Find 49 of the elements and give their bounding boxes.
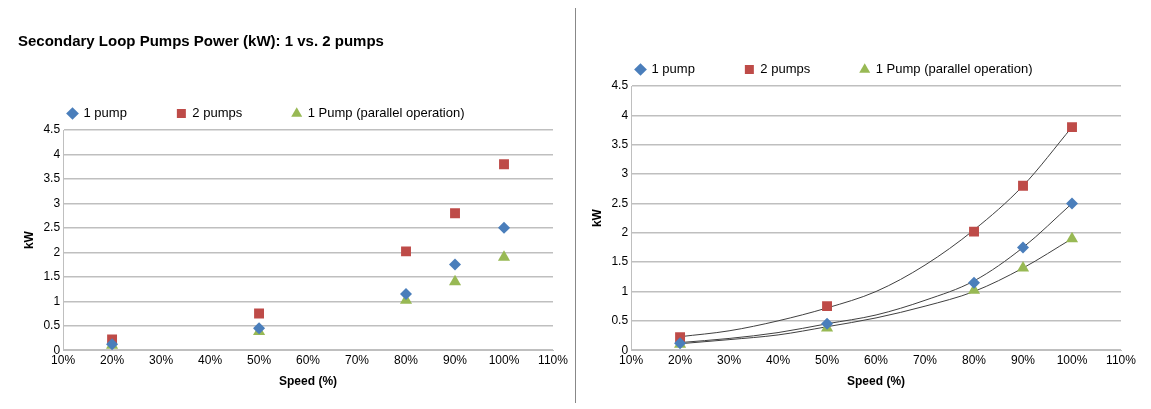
x-tick-label: 80%	[394, 352, 419, 367]
x-tick-label: 60%	[864, 352, 889, 367]
y-tick-label: 2	[621, 225, 629, 240]
y-tick-label: 0.5	[43, 318, 61, 333]
legend-label: 1 pump	[651, 61, 695, 77]
x-tick-label: 60%	[296, 352, 321, 367]
x-axis-title: Speed (%)	[279, 374, 338, 389]
x-tick-label: 70%	[345, 352, 370, 367]
x-tick-label: 90%	[1011, 352, 1036, 367]
y-tick-label: 4.5	[611, 78, 629, 93]
chart-title: Secondary Loop Pumps Power (kW): 1 vs. 2 pumps	[18, 32, 384, 50]
x-tick-label: 110%	[538, 352, 569, 367]
x-axis-title: Speed (%)	[847, 374, 906, 389]
x-tick-label: 110%	[1106, 352, 1137, 367]
x-tick-label: 20%	[100, 352, 125, 367]
legend-label: 2 pumps	[760, 61, 811, 77]
legend-label: 1 Pump (parallel operation)	[307, 105, 465, 121]
y-tick-label: 3	[53, 195, 61, 210]
y-tick-label: 4	[53, 146, 61, 161]
x-tick-label: 40%	[766, 352, 791, 367]
x-tick-label: 100%	[1056, 352, 1088, 367]
y-tick-label: 2	[53, 244, 61, 259]
legend-label: 2 pumps	[192, 105, 243, 121]
x-tick-label: 30%	[717, 352, 742, 367]
x-tick-label: 50%	[815, 352, 840, 367]
y-tick-label: 1	[621, 283, 629, 298]
y-tick-label: 2.5	[611, 195, 629, 210]
y-tick-label: 4	[621, 107, 629, 122]
x-tick-label: 70%	[913, 352, 938, 367]
legend-label: 1 pump	[83, 105, 127, 121]
y-tick-label: 1.5	[43, 269, 61, 284]
x-tick-label: 50%	[247, 352, 272, 367]
x-tick-label: 90%	[443, 352, 468, 367]
x-tick-label: 100%	[488, 352, 520, 367]
legend-label: 1 Pump (parallel operation)	[875, 61, 1033, 77]
y-tick-label: 1.5	[611, 254, 629, 269]
y-axis-title: kW	[589, 208, 604, 228]
x-tick-label: 20%	[668, 352, 693, 367]
y-tick-label: 4.5	[43, 122, 61, 137]
x-tick-label: 40%	[198, 352, 223, 367]
y-axis-title: kW	[21, 230, 36, 250]
y-tick-label: 0.5	[611, 313, 629, 328]
y-tick-label: 3.5	[43, 171, 61, 186]
x-tick-label: 30%	[149, 352, 174, 367]
y-tick-label: 3.5	[611, 137, 629, 152]
y-tick-label: 2.5	[43, 220, 61, 235]
y-tick-label: 3	[621, 166, 629, 181]
x-tick-label: 80%	[962, 352, 987, 367]
y-tick-label: 1	[53, 293, 61, 308]
